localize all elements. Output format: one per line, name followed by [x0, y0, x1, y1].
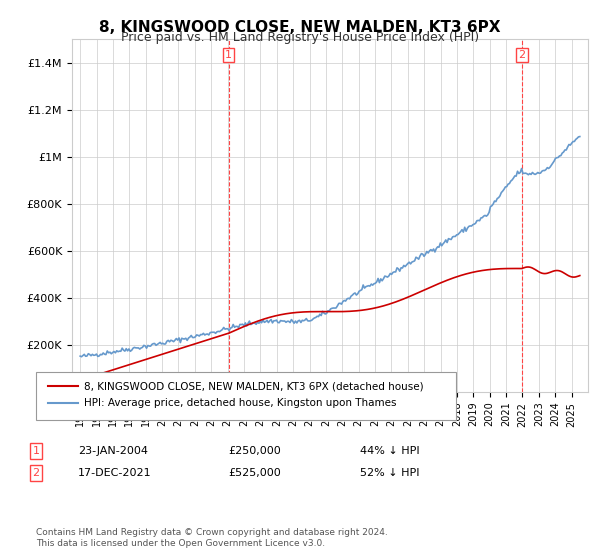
Text: 1: 1 [32, 446, 40, 456]
Text: 8, KINGSWOOD CLOSE, NEW MALDEN, KT3 6PX (detached house): 8, KINGSWOOD CLOSE, NEW MALDEN, KT3 6PX … [84, 381, 424, 391]
Text: Price paid vs. HM Land Registry's House Price Index (HPI): Price paid vs. HM Land Registry's House … [121, 31, 479, 44]
Text: 2: 2 [518, 50, 526, 60]
Text: 44% ↓ HPI: 44% ↓ HPI [360, 446, 419, 456]
Text: 1: 1 [225, 50, 232, 60]
Text: 2: 2 [32, 468, 40, 478]
Text: HPI: Average price, detached house, Kingston upon Thames: HPI: Average price, detached house, King… [84, 398, 397, 408]
Text: £250,000: £250,000 [228, 446, 281, 456]
Text: 23-JAN-2004: 23-JAN-2004 [78, 446, 148, 456]
Text: 8, KINGSWOOD CLOSE, NEW MALDEN, KT3 6PX: 8, KINGSWOOD CLOSE, NEW MALDEN, KT3 6PX [99, 20, 501, 35]
Text: Contains HM Land Registry data © Crown copyright and database right 2024.
This d: Contains HM Land Registry data © Crown c… [36, 528, 388, 548]
Text: 17-DEC-2021: 17-DEC-2021 [78, 468, 152, 478]
Text: 52% ↓ HPI: 52% ↓ HPI [360, 468, 419, 478]
Text: £525,000: £525,000 [228, 468, 281, 478]
